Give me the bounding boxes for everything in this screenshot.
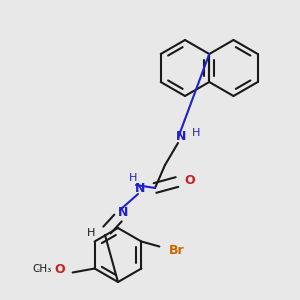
Text: O: O [185,173,195,187]
Text: O: O [54,263,65,276]
Text: Br: Br [169,244,184,257]
Text: H: H [192,128,200,138]
Text: N: N [176,130,186,142]
Text: H: H [87,228,95,238]
Text: N: N [118,206,128,220]
Text: N: N [135,182,145,196]
Text: methoxy: methoxy [37,269,43,270]
Text: H: H [129,173,137,183]
Text: CH₃: CH₃ [32,265,51,275]
